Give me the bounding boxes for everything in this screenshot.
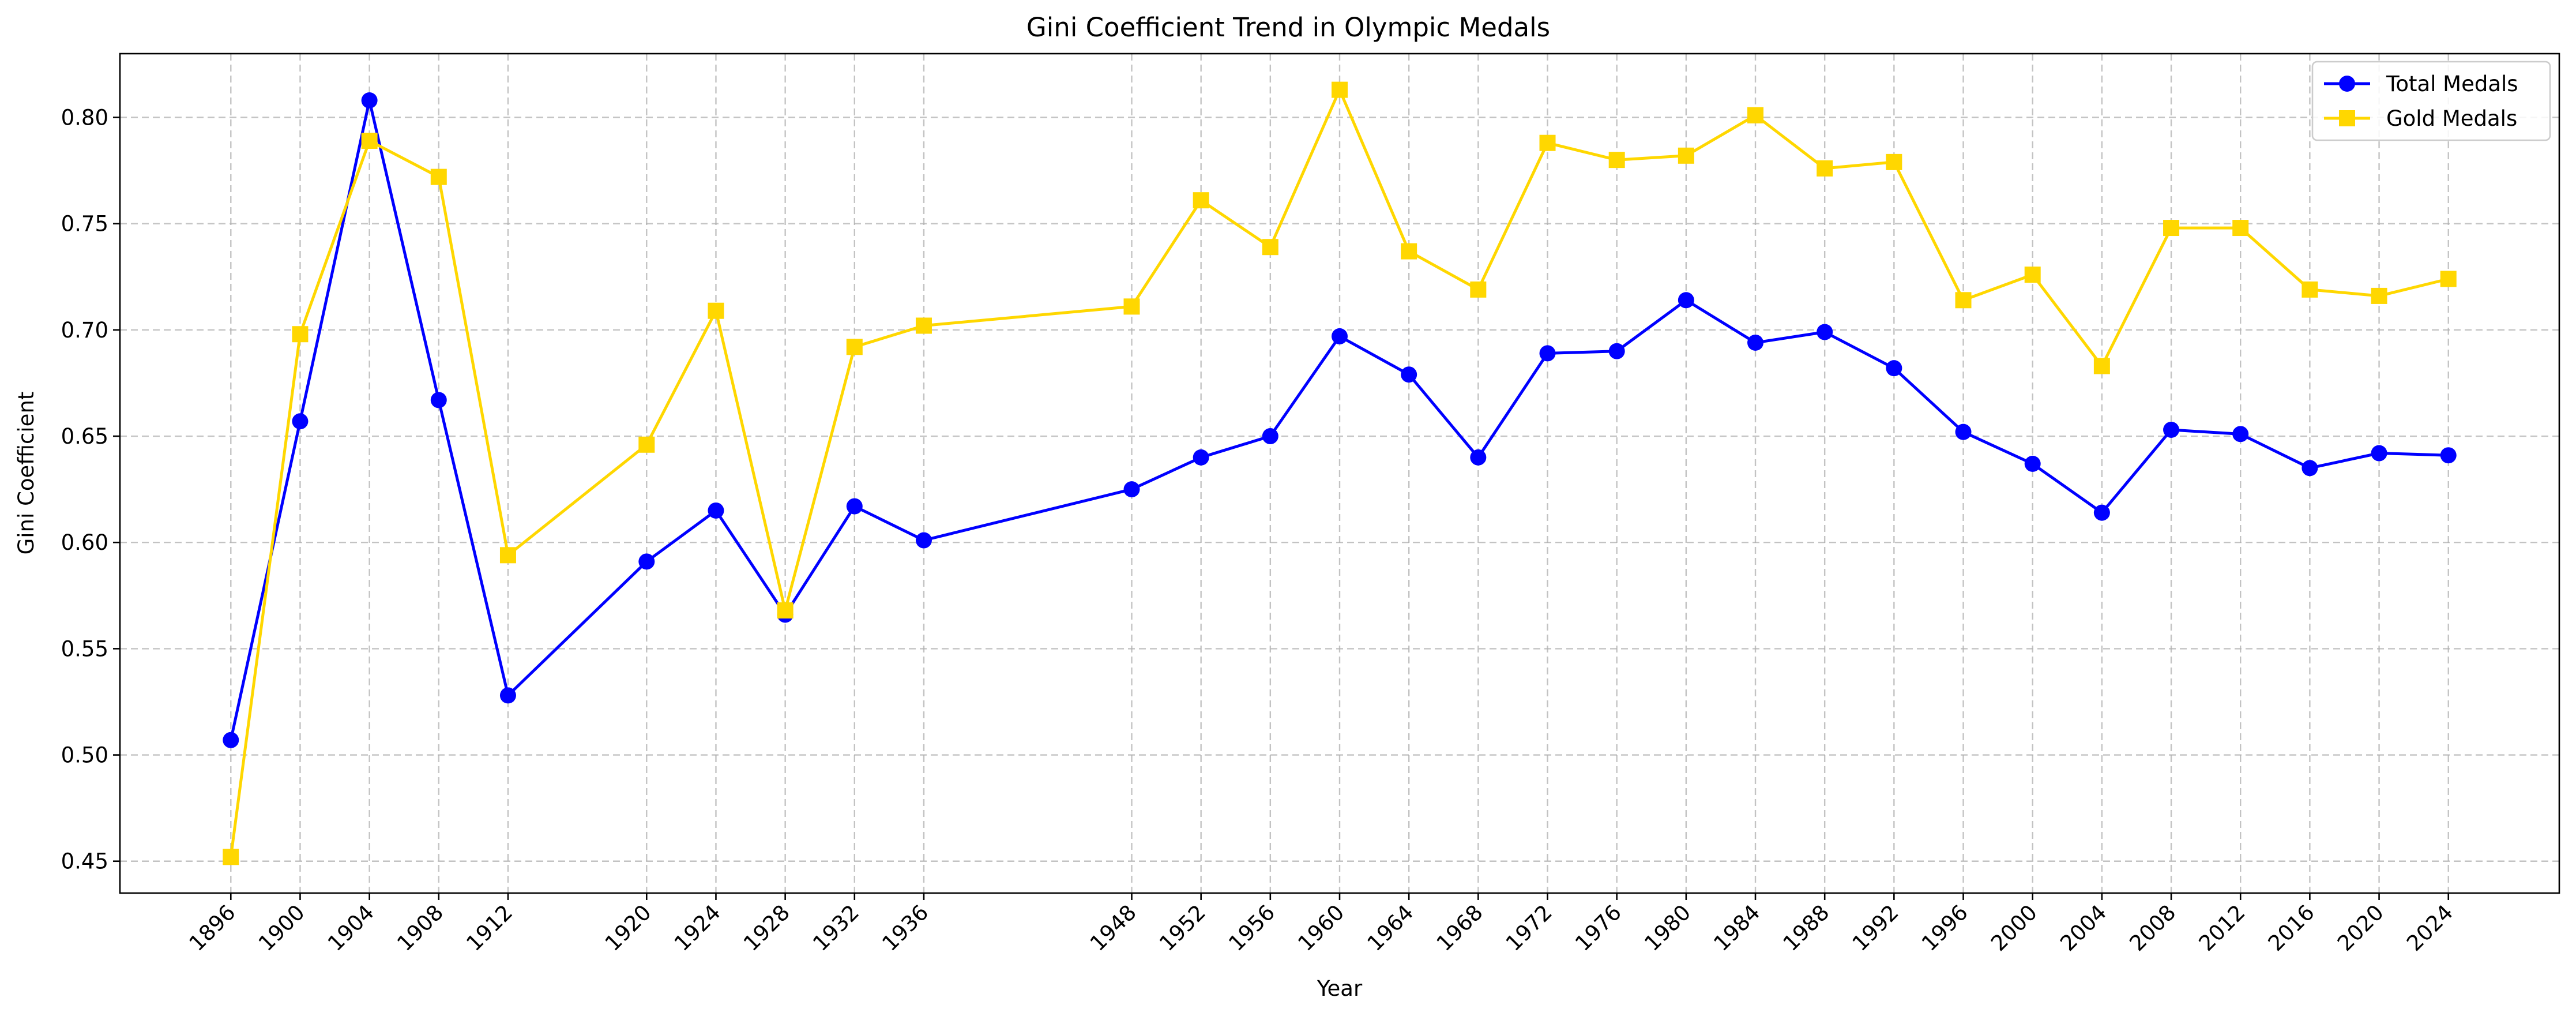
y-tick-label: 0.75 [61,212,108,237]
gold-medals-marker [708,302,724,319]
gold-medals-marker [1401,243,1417,260]
gold-medals-marker [915,317,932,334]
x-axis-label: Year [1317,976,1363,1001]
gold-medals-marker [1817,160,1833,177]
y-tick-label: 0.80 [61,106,108,130]
chart-title: Gini Coefficient Trend in Olympic Medals [1026,12,1550,43]
gold-medals-marker [292,326,309,343]
total-medals-marker [1678,292,1694,309]
gold-medals-marker [1955,292,1972,309]
gold-medals-marker [1332,81,1348,98]
gold-medals-marker [846,339,863,355]
gold-medals-marker [777,602,794,619]
gold-medals-marker [1886,153,1902,170]
gold-medals-marker [1123,298,1140,315]
gold-medals-marker [430,168,447,185]
legend: Total Medals Gold Medals [2311,61,2551,141]
total-medals-marker [361,92,378,109]
legend-label: Gold Medals [2386,106,2517,131]
y-tick-label: 0.60 [61,530,108,555]
total-medals-marker [2093,504,2110,521]
total-medals-marker [1747,334,1764,351]
gold-medals-marker [361,133,378,149]
y-tick-label: 0.55 [61,636,108,661]
gold-medals-marker [1608,152,1625,168]
total-medals-marker [1401,366,1417,383]
legend-circle-marker [2339,76,2355,92]
gold-medals-marker [1262,239,1278,256]
total-medals-marker [1332,328,1348,344]
gold-medals-marker [2302,281,2318,298]
total-medals-marker [1955,423,1972,440]
gold-medals-marker [2024,267,2041,283]
total-medals-marker [1123,481,1140,498]
y-axis: 0.45 0.50 0.55 0.60 0.65 0.70 0.75 0.80 [61,106,120,874]
gold-medals-marker [2163,220,2180,237]
total-medals-marker [223,732,239,748]
total-medals-marker [1262,428,1278,445]
gold-medals-marker [638,436,655,453]
total-medals-marker [2232,426,2249,442]
gold-medals-marker [1539,134,1556,151]
total-medals-marker [2371,445,2387,462]
total-medals-marker [846,498,863,515]
total-medals-marker [1608,343,1625,359]
total-medals-marker [1817,324,1833,340]
total-medals-marker [2163,421,2180,438]
total-medals-marker [499,687,516,704]
total-medals-marker [292,413,309,430]
gold-medals-marker [2232,220,2249,237]
total-medals-marker [2024,455,2041,472]
y-tick-label: 0.70 [61,318,108,343]
gold-medals-marker [223,849,239,865]
grid [120,54,2559,893]
total-medals-marker [1886,360,1902,377]
y-tick-label: 0.65 [61,424,108,449]
gold-medals-marker [1193,192,1209,209]
total-medals-marker [1470,449,1487,466]
total-medals-marker [2440,447,2457,464]
y-axis-label: Gini Coefficient [14,392,39,555]
gold-medals-marker [2093,358,2110,374]
total-medals-marker [708,502,724,519]
gold-medals-marker [2371,287,2387,304]
series-line-gold-medals [229,88,2449,857]
gold-medals-marker [1747,107,1764,123]
gold-medals-marker [1678,147,1694,164]
total-medals-marker [2302,460,2318,477]
gold-medals-marker [499,547,516,564]
series-line-total-medals [229,99,2449,741]
legend-label: Total Medals [2386,72,2518,96]
total-medals-marker [638,553,655,570]
total-medals-marker [1539,345,1556,362]
gold-medals-marker [1470,281,1487,298]
total-medals-marker [1193,449,1209,466]
y-tick-label: 0.45 [61,849,108,874]
gold-medals-marker [2440,271,2457,287]
legend-square-marker [2339,110,2355,126]
legend-box [2311,61,2551,141]
y-tick-label: 0.50 [61,743,108,768]
series-layer [223,81,2457,865]
total-medals-marker [915,532,932,549]
total-medals-marker [430,392,447,408]
